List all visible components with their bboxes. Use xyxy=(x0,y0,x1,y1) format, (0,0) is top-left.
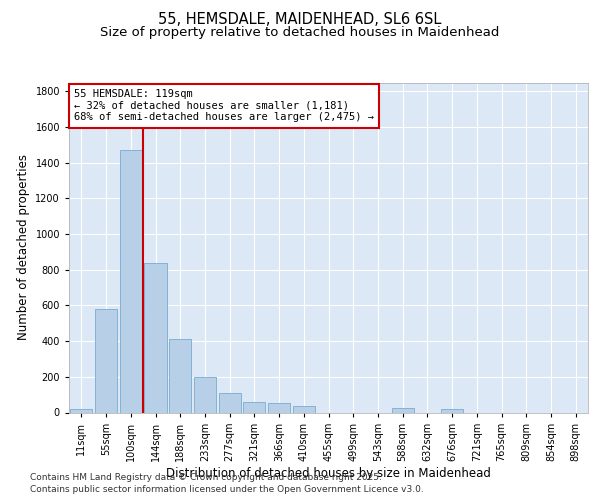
Text: Contains public sector information licensed under the Open Government Licence v3: Contains public sector information licen… xyxy=(30,485,424,494)
Bar xyxy=(392,408,414,412)
Bar xyxy=(243,402,265,412)
Bar xyxy=(119,150,142,412)
Bar xyxy=(169,340,191,412)
Bar xyxy=(145,262,167,412)
Bar xyxy=(218,393,241,412)
Text: Size of property relative to detached houses in Maidenhead: Size of property relative to detached ho… xyxy=(100,26,500,39)
Text: 55, HEMSDALE, MAIDENHEAD, SL6 6SL: 55, HEMSDALE, MAIDENHEAD, SL6 6SL xyxy=(158,12,442,28)
Bar xyxy=(441,409,463,412)
Text: Contains HM Land Registry data © Crown copyright and database right 2025.: Contains HM Land Registry data © Crown c… xyxy=(30,472,382,482)
Y-axis label: Number of detached properties: Number of detached properties xyxy=(17,154,30,340)
X-axis label: Distribution of detached houses by size in Maidenhead: Distribution of detached houses by size … xyxy=(166,466,491,479)
Bar xyxy=(95,309,117,412)
Text: 55 HEMSDALE: 119sqm
← 32% of detached houses are smaller (1,181)
68% of semi-det: 55 HEMSDALE: 119sqm ← 32% of detached ho… xyxy=(74,89,374,122)
Bar xyxy=(293,406,315,412)
Bar xyxy=(268,402,290,412)
Bar xyxy=(194,377,216,412)
Bar xyxy=(70,409,92,412)
